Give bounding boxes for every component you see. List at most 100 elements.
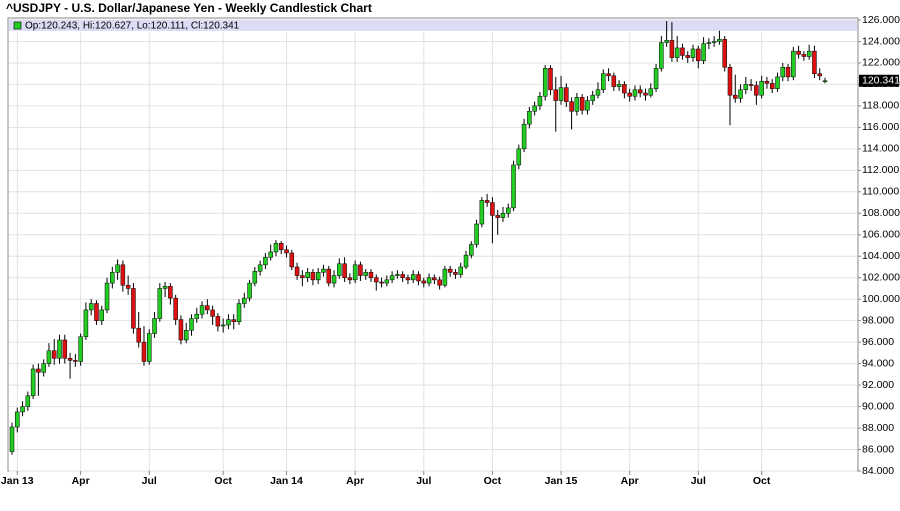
candle-body	[389, 275, 395, 281]
candle-body	[62, 339, 68, 359]
candle-body	[194, 313, 200, 319]
x-tick-label: Jul	[691, 475, 706, 487]
candle-body	[305, 272, 310, 278]
candle-body	[99, 309, 104, 321]
x-tick-label: Oct	[753, 475, 771, 487]
y-tick-label: 92.000	[862, 379, 894, 391]
candle-body	[410, 274, 416, 281]
candle-body	[664, 40, 669, 43]
candle-body	[78, 336, 83, 362]
candle-body	[495, 215, 500, 218]
price-tag	[859, 74, 899, 87]
candle-body	[289, 252, 295, 268]
candle-body	[674, 47, 680, 58]
candle-body	[226, 319, 231, 326]
candle-body	[110, 272, 115, 284]
candle-body	[384, 279, 390, 284]
candle-body	[220, 324, 226, 327]
candle-body	[379, 281, 384, 284]
candle-body	[131, 288, 136, 329]
legend-text: Op:120.243, Hi:120.627, Lo:120.111, Cl:1…	[25, 21, 240, 32]
candle-body	[505, 207, 511, 214]
x-tick-label: Apr	[72, 475, 90, 487]
candle-body	[453, 272, 458, 275]
y-tick-label: 98.000	[862, 314, 894, 326]
x-tick-label: Oct	[484, 475, 502, 487]
y-tick-label: 112.000	[862, 164, 899, 176]
candle-body	[680, 47, 685, 56]
candle-body	[653, 68, 659, 89]
candle-body	[183, 330, 189, 341]
candle-body	[268, 251, 273, 258]
x-tick-label: Jan 15	[545, 475, 578, 487]
x-tick-label: Oct	[214, 475, 232, 487]
candle-body	[120, 264, 126, 286]
x-tick-label: Jan 13	[1, 475, 34, 487]
x-tick-label: Jul	[416, 475, 431, 487]
candle-body	[791, 50, 796, 78]
candle-body	[611, 75, 617, 87]
y-tick-label: 104.000	[862, 250, 900, 262]
candle-body	[94, 303, 99, 321]
candle-body	[215, 316, 221, 327]
candle-body	[136, 327, 141, 343]
candle-body	[574, 97, 580, 112]
candle-body	[157, 288, 163, 319]
candle-body	[405, 277, 411, 281]
candle-body	[36, 368, 41, 373]
candle-body	[812, 50, 817, 74]
candle-body	[321, 268, 326, 273]
candle-body	[337, 263, 342, 276]
x-tick-label: Apr	[621, 475, 639, 487]
candle-body	[806, 50, 812, 57]
candle-body	[537, 95, 543, 107]
candle-body	[769, 83, 775, 89]
x-tick-label: Apr	[346, 475, 364, 487]
y-tick-label: 106.000	[862, 229, 900, 241]
candle-body	[400, 274, 405, 278]
candle-body	[15, 411, 20, 428]
candle-body	[759, 80, 764, 96]
candle-body	[490, 202, 495, 216]
candle-body	[416, 274, 421, 282]
legend-bar	[9, 20, 857, 31]
candle-body	[632, 89, 638, 97]
candle-body	[278, 243, 284, 251]
candle-body	[205, 305, 210, 311]
candle-body	[553, 89, 559, 101]
candle-body	[437, 279, 442, 286]
candle-body	[669, 40, 675, 58]
candle-body	[659, 42, 664, 69]
candle-body	[73, 360, 78, 362]
candle-body	[727, 66, 733, 96]
candle-body	[479, 200, 485, 225]
candle-body	[115, 264, 120, 273]
candle-body	[558, 87, 564, 101]
candle-body	[9, 426, 15, 452]
candle-body	[141, 341, 147, 362]
candle-body	[104, 282, 110, 311]
y-tick-label: 108.000	[862, 207, 900, 219]
candle-body	[817, 73, 822, 77]
candle-body	[606, 73, 611, 77]
y-tick-label: 90.000	[862, 400, 894, 412]
candle-body	[236, 303, 242, 322]
candle-body	[733, 94, 738, 99]
candle-body	[88, 303, 94, 311]
candle-body	[147, 333, 152, 362]
candle-body	[51, 350, 57, 359]
x-tick-label: Jul	[142, 475, 157, 487]
y-tick-label: 100.000	[862, 293, 900, 305]
candle-body	[521, 123, 527, 150]
candle-body	[57, 339, 62, 359]
candle-body	[189, 318, 194, 331]
candle-body	[685, 55, 690, 58]
candle-body	[775, 76, 780, 89]
candle-body	[331, 275, 337, 284]
candle-body	[247, 282, 252, 299]
candle-body	[300, 275, 305, 278]
candle-body	[643, 92, 648, 96]
candle-body	[706, 42, 712, 44]
candle-body	[152, 318, 157, 334]
